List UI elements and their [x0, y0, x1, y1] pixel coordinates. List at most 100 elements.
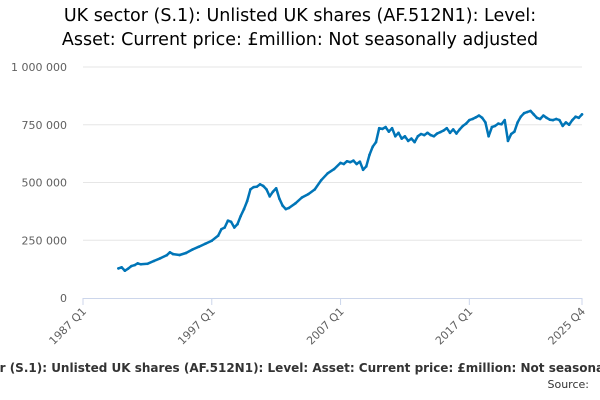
data-point-121: [567, 123, 571, 127]
data-point-106: [519, 115, 523, 118]
x-axis-labels: 1987 Q1 1997 Q1 2007 Q1 2017 Q1 2025 Q4: [47, 305, 589, 348]
data-point-3: [126, 267, 130, 270]
data-point-125: [580, 113, 584, 116]
data-point-67: [393, 135, 397, 138]
data-point-100: [500, 122, 503, 126]
data-point-33: [258, 183, 262, 186]
data-point-46: [313, 188, 317, 191]
data-point-37: [271, 190, 275, 194]
data-point-99: [496, 122, 500, 125]
data-point-65: [387, 130, 391, 133]
data-point-78: [429, 133, 432, 137]
chart-title-line-1: UK sector (S.1): Unlisted UK shares (AF.…: [63, 6, 537, 26]
x-tick-label-3: 2017 Q1: [433, 305, 476, 348]
data-point-88: [461, 124, 465, 128]
data-point-116: [551, 118, 555, 122]
data-point-118: [558, 118, 561, 122]
data-point-70: [403, 135, 407, 138]
data-point-52: [345, 159, 349, 163]
data-point-108: [525, 110, 529, 114]
data-point-0: [117, 267, 120, 270]
grid-lines: [83, 66, 582, 241]
data-point-51: [342, 162, 346, 166]
data-point-103: [509, 132, 513, 136]
data-point-50: [339, 161, 342, 165]
data-point-63: [381, 127, 384, 131]
data-point-40: [281, 204, 284, 207]
data-point-102: [506, 139, 510, 143]
data-point-14: [178, 253, 181, 257]
data-point-109: [529, 109, 532, 113]
data-point-122: [571, 118, 574, 122]
data-point-89: [464, 122, 468, 125]
data-point-62: [377, 126, 381, 130]
data-point-123: [574, 115, 577, 118]
x-tick-label-1: 1997 Q1: [175, 305, 218, 348]
data-point-23: [226, 219, 230, 222]
data-point-18: [204, 242, 207, 246]
y-tick-label-1: 250 000: [22, 234, 68, 247]
data-point-69: [400, 137, 404, 140]
chart-title-line-2: Asset: Current price: £million: Not seas…: [61, 30, 539, 50]
chart-title: UK sector (S.1): Unlisted UK shares (AF.…: [0, 4, 600, 52]
data-point-7: [139, 262, 143, 266]
data-point-104: [513, 130, 516, 133]
data-point-24: [229, 220, 233, 224]
y-tick-label-4: 1 000 000: [11, 61, 67, 74]
data-point-12: [168, 250, 172, 254]
data-point-124: [577, 116, 581, 120]
data-point-77: [426, 131, 429, 135]
credits[interactable]: Source:: [547, 378, 590, 391]
data-point-96: [487, 135, 490, 138]
data-point-71: [406, 139, 410, 143]
data-point-119: [561, 124, 564, 128]
data-point-54: [352, 159, 355, 162]
data-point-68: [397, 131, 400, 135]
data-point-81: [439, 130, 442, 134]
data-point-16: [191, 248, 194, 251]
data-point-110: [532, 113, 536, 116]
x-tick-label-2: 2007 Q1: [304, 305, 347, 348]
series-line-0: [117, 109, 584, 272]
data-point-79: [432, 135, 436, 138]
data-point-94: [480, 116, 484, 120]
data-point-97: [490, 125, 494, 129]
data-point-98: [493, 124, 497, 128]
data-point-30: [249, 188, 252, 191]
data-point-64: [384, 125, 387, 129]
legend[interactable]: UK sector (S.1): Unlisted UK shares (AF.…: [0, 361, 600, 375]
data-point-11: [165, 253, 169, 257]
data-point-85: [451, 128, 455, 131]
data-point-6: [136, 262, 140, 265]
y-tick-label-0: 0: [60, 292, 67, 305]
data-point-57: [361, 168, 365, 172]
data-point-22: [223, 226, 226, 229]
data-point-31: [252, 185, 255, 189]
data-point-13: [171, 252, 175, 256]
data-point-36: [268, 195, 272, 198]
data-point-20: [216, 234, 220, 237]
data-point-47: [319, 178, 323, 182]
data-point-95: [484, 121, 487, 124]
data-point-117: [554, 117, 558, 121]
data-point-25: [233, 226, 236, 229]
data-point-1: [120, 265, 123, 269]
data-point-114: [545, 116, 548, 120]
data-point-29: [245, 199, 249, 203]
legend-item-label[interactable]: UK sector (S.1): Unlisted UK shares (AF.…: [0, 361, 600, 375]
data-point-73: [413, 140, 416, 144]
data-point-72: [410, 137, 413, 140]
data-point-101: [503, 118, 507, 122]
data-point-59: [368, 153, 371, 157]
data-point-86: [455, 132, 458, 135]
data-point-5: [133, 263, 136, 267]
data-point-32: [255, 185, 259, 188]
data-point-83: [445, 126, 449, 130]
data-point-10: [158, 256, 162, 260]
y-tick-label-2: 500 000: [22, 177, 68, 190]
y-tick-label-3: 750 000: [22, 119, 68, 132]
data-point-80: [435, 132, 439, 135]
data-point-82: [442, 129, 445, 132]
data-point-34: [261, 184, 265, 188]
